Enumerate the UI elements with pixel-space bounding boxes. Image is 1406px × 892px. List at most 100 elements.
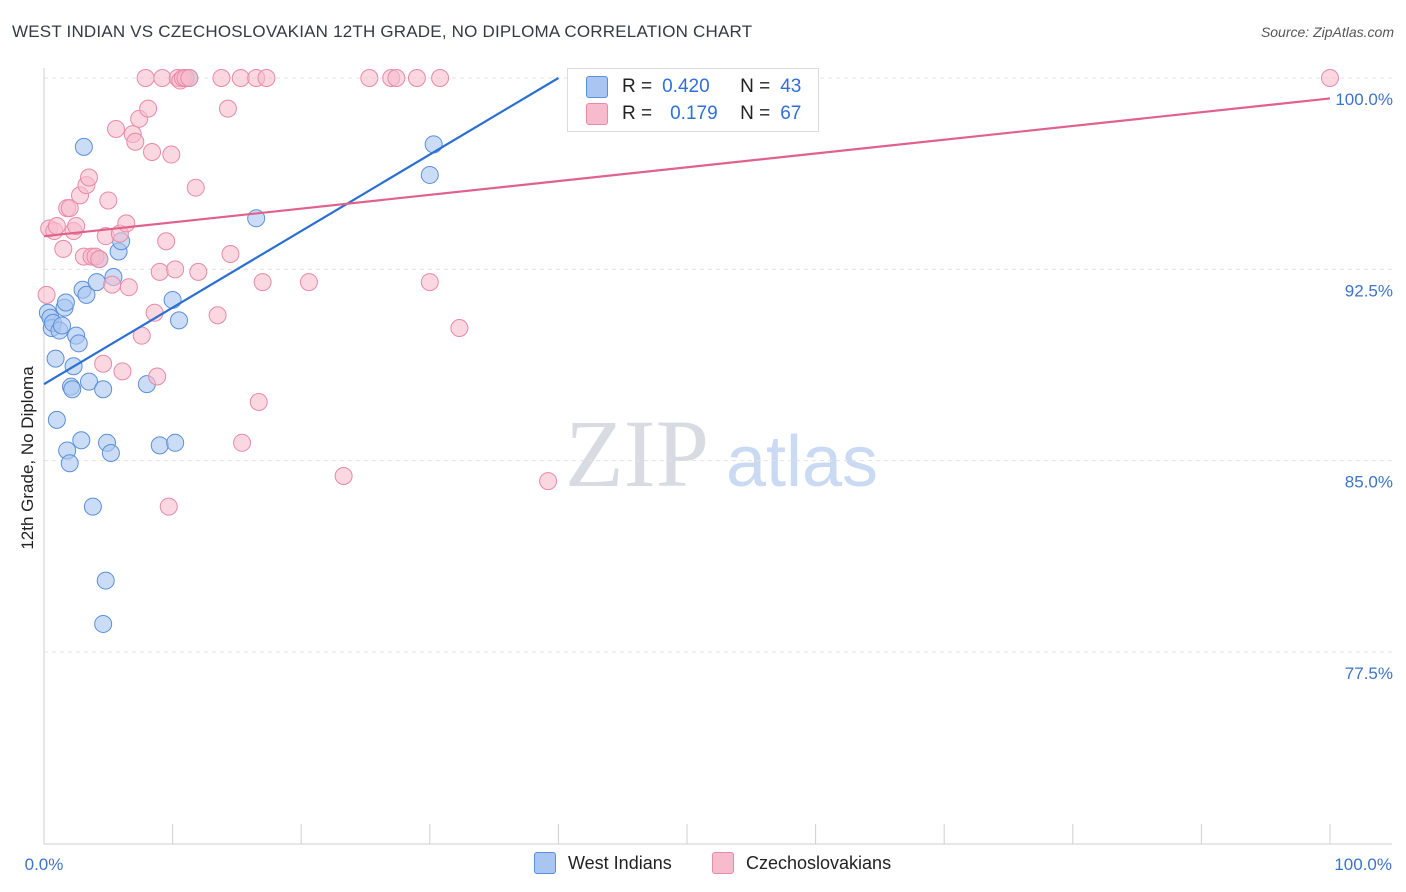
czechoslovakian-point bbox=[166, 260, 185, 279]
west-indian-point bbox=[87, 273, 106, 292]
czechoslovakian-point bbox=[157, 232, 176, 251]
czechoslovakian-point bbox=[117, 214, 136, 233]
correlation-legend: R = 0.420 N = 43 R = 0.179 N = 67 bbox=[567, 68, 819, 132]
czechoslovakian-point bbox=[180, 69, 199, 87]
west-indian-point bbox=[60, 454, 79, 473]
legend-r-value: 0.179 bbox=[670, 103, 718, 124]
west-indian-point bbox=[63, 380, 82, 399]
czechoslovakian-point bbox=[450, 319, 469, 338]
legend-row-czechoslovakians: R = 0.179 N = 67 bbox=[586, 102, 801, 126]
west-indian-point bbox=[72, 431, 91, 450]
data-points bbox=[37, 69, 1339, 633]
czechoslovakian-point bbox=[143, 142, 162, 161]
west-indian-point bbox=[77, 285, 96, 304]
tick-labels: 77.5% 85.0% 92.5% 100.0% 0.0% 100.0% bbox=[25, 90, 1393, 874]
czechoslovakian-point bbox=[136, 69, 155, 87]
czechoslovakian-point bbox=[387, 69, 406, 87]
czechoslovakian-point bbox=[299, 273, 318, 292]
czechoslovakian-point bbox=[431, 69, 450, 87]
czechoslovakian-point bbox=[162, 145, 181, 164]
czechoslovakian-point bbox=[360, 69, 379, 87]
west-indian-point bbox=[424, 135, 443, 154]
czechoslovakian-point bbox=[80, 168, 99, 187]
czechoslovakian-point bbox=[208, 306, 227, 325]
czechoslovakian-point bbox=[233, 433, 252, 452]
series-swatch-blue bbox=[534, 852, 556, 874]
west-indian-point bbox=[170, 311, 189, 330]
series-legend-west-indians: West Indians bbox=[534, 852, 672, 874]
legend-r-value: 0.420 bbox=[662, 76, 710, 97]
czechoslovakian-point bbox=[47, 216, 66, 235]
czechoslovakian-point bbox=[90, 250, 109, 269]
legend-n-label: N = bbox=[740, 76, 771, 97]
czechoslovakian-point bbox=[126, 132, 145, 151]
axes bbox=[43, 68, 1392, 845]
czechoslovakian-point bbox=[407, 69, 426, 87]
czechoslovakians-trend-line bbox=[43, 97, 1331, 238]
y-tick-label: 100.0% bbox=[1335, 90, 1393, 109]
west-indian-point bbox=[163, 290, 182, 309]
czechoslovakian-point bbox=[249, 392, 268, 411]
west-indian-point bbox=[46, 349, 65, 368]
czechoslovakian-point bbox=[189, 262, 208, 281]
legend-n-label: N = bbox=[740, 103, 771, 124]
czechoslovakian-point bbox=[107, 120, 126, 139]
watermark-atlas: atlas bbox=[726, 422, 878, 502]
west-indian-point bbox=[47, 410, 66, 429]
czechoslovakian-point bbox=[150, 262, 169, 281]
czechoslovakian-point bbox=[334, 466, 353, 485]
czechoslovakian-point bbox=[139, 99, 158, 118]
source-credit: Source: ZipAtlas.com bbox=[1260, 24, 1394, 40]
czechoslovakian-point bbox=[37, 285, 56, 304]
y-axis-label: 12th Grade, No Diploma bbox=[18, 366, 37, 550]
west-indian-point bbox=[53, 316, 72, 335]
west-indian-point bbox=[150, 436, 169, 455]
legend-swatch-pink bbox=[586, 103, 608, 125]
y-tick-label: 85.0% bbox=[1345, 473, 1393, 492]
legend-swatch-blue bbox=[586, 76, 608, 98]
legend-n-value: 67 bbox=[780, 103, 802, 124]
legend-row-west-indians: R = 0.420 N = 43 bbox=[586, 75, 801, 99]
y-tick-label: 77.5% bbox=[1345, 664, 1393, 683]
x-tick-label: 100.0% bbox=[1334, 855, 1392, 874]
czechoslovakian-point bbox=[119, 278, 138, 297]
west-indian-point bbox=[74, 137, 93, 156]
series-label: Czechoslovakians bbox=[746, 852, 892, 873]
czechoslovakian-point bbox=[159, 497, 178, 516]
czechoslovakian-point bbox=[103, 275, 122, 294]
czechoslovakian-point bbox=[218, 99, 237, 118]
watermark-zip: ZIP bbox=[565, 400, 709, 507]
czechoslovakian-point bbox=[212, 69, 231, 87]
west-indian-point bbox=[94, 614, 113, 633]
west-indian-point bbox=[96, 571, 115, 590]
west-indian-point bbox=[94, 380, 113, 399]
legend-r-label: R = bbox=[622, 103, 653, 124]
czechoslovakian-point bbox=[113, 362, 132, 381]
czechoslovakian-point bbox=[94, 354, 113, 373]
czechoslovakian-point bbox=[1321, 69, 1339, 87]
x-tick-label: 0.0% bbox=[25, 855, 64, 874]
czechoslovakian-point bbox=[420, 273, 439, 292]
west-indian-point bbox=[83, 497, 102, 516]
west-indian-point bbox=[56, 293, 75, 312]
series-legend-czechoslovakians: Czechoslovakians bbox=[712, 852, 891, 874]
legend-r-label: R = bbox=[622, 76, 653, 97]
czechoslovakian-point bbox=[60, 199, 79, 218]
czechoslovakian-point bbox=[153, 69, 172, 87]
czechoslovakian-point bbox=[231, 69, 250, 87]
czechoslovakian-point bbox=[539, 472, 558, 491]
trend-lines bbox=[43, 77, 1331, 386]
czechoslovakian-point bbox=[148, 367, 167, 386]
west-indian-point bbox=[420, 165, 439, 184]
czechoslovakian-point bbox=[99, 191, 118, 210]
czechoslovakian-point bbox=[257, 69, 276, 87]
west-indian-point bbox=[101, 444, 120, 463]
czechoslovakian-point bbox=[186, 178, 205, 197]
west-indian-point bbox=[69, 334, 88, 353]
series-swatch-pink bbox=[712, 852, 734, 874]
chart-title: WEST INDIAN VS CZECHOSLOVAKIAN 12TH GRAD… bbox=[12, 22, 753, 41]
series-label: West Indians bbox=[568, 852, 672, 873]
czechoslovakian-point bbox=[253, 273, 272, 292]
czechoslovakian-point bbox=[67, 216, 86, 235]
